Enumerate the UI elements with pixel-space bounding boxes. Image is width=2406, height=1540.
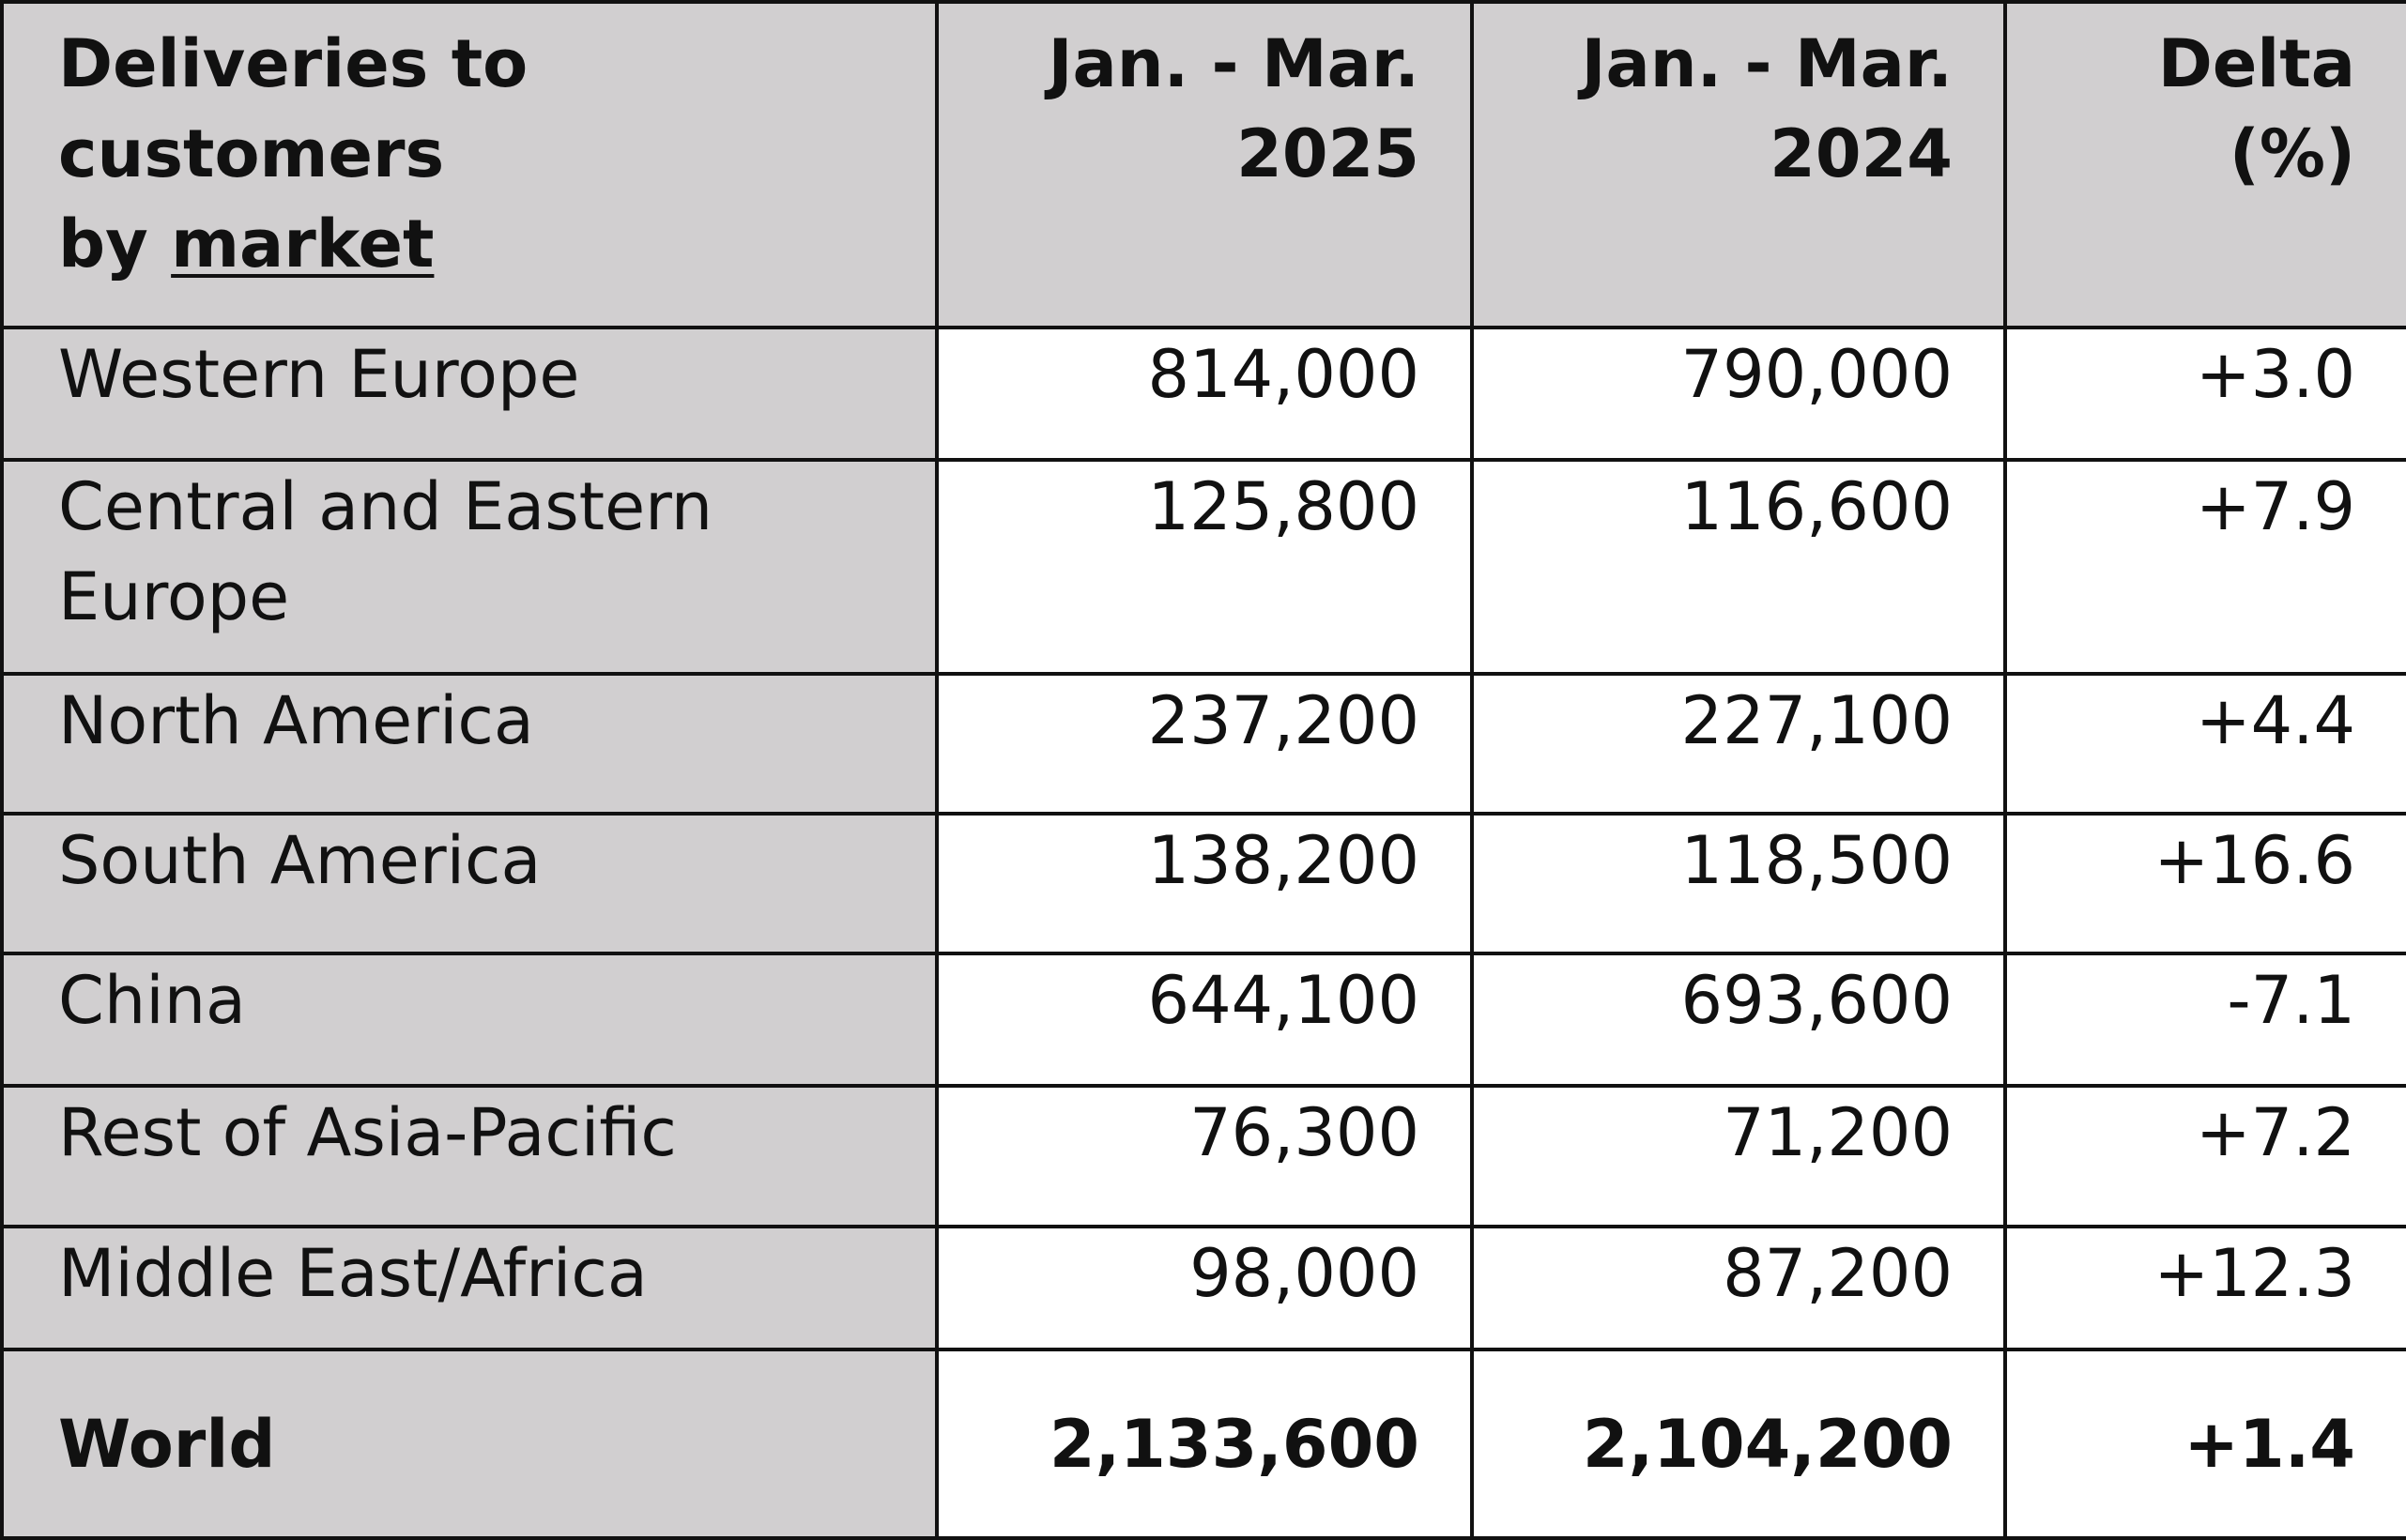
value-2024: 116,600	[1470, 458, 2007, 676]
table-row: Rest of Asia-Pacific 76,300 71,200 +7.2	[0, 1084, 2406, 1228]
header-market-prefix: by	[58, 206, 172, 282]
header-2024: Jan. - Mar. 2024	[1470, 0, 2007, 329]
market-cell: North America	[0, 672, 939, 816]
value-2024: 118,500	[1470, 812, 2007, 955]
market-label: China	[58, 962, 246, 1039]
total-delta: +1.4	[2003, 1348, 2406, 1540]
table-row: Central and Eastern Europe 125,800 116,60…	[0, 458, 2406, 676]
market-label: Middle East/Africa	[58, 1235, 648, 1312]
value-2025: 237,200	[935, 672, 1474, 816]
header-market-line1: Deliveries to customers	[58, 25, 529, 192]
value-delta: +12.3	[2003, 1225, 2406, 1351]
header-delta: Delta (%)	[2003, 0, 2406, 329]
market-cell: Western Europe	[0, 326, 939, 462]
market-cell: Central and Eastern Europe	[0, 458, 939, 676]
value-2025: 125,800	[935, 458, 1474, 676]
value-2025: 644,100	[935, 952, 1474, 1088]
total-label: World	[0, 1348, 939, 1540]
value-delta: +7.9	[2003, 458, 2406, 676]
value-delta: +16.6	[2003, 812, 2406, 955]
market-cell: China	[0, 952, 939, 1088]
value-2024: 790,000	[1470, 326, 2007, 462]
table-row: Middle East/Africa 98,000 87,200 +12.3	[0, 1225, 2406, 1351]
value-2025: 814,000	[935, 326, 1474, 462]
value-2024: 87,200	[1470, 1225, 2007, 1351]
total-2024: 2,104,200	[1470, 1348, 2007, 1540]
value-delta: +7.2	[2003, 1084, 2406, 1228]
value-2025: 76,300	[935, 1084, 1474, 1228]
table-row: Western Europe 814,000 790,000 +3.0	[0, 326, 2406, 462]
market-label: Rest of Asia-Pacific	[58, 1094, 677, 1171]
value-2025: 98,000	[935, 1225, 1474, 1351]
header-2025: Jan. - Mar. 2025	[935, 0, 1474, 329]
value-delta: +4.4	[2003, 672, 2406, 816]
market-label: South America	[58, 822, 542, 899]
header-2025-line2: 2025	[1236, 115, 1419, 192]
table-header-row: Deliveries to customers by market Jan. -…	[0, 0, 2406, 329]
header-2024-line1: Jan. - Mar.	[1581, 25, 1953, 102]
market-label: Western Europe	[58, 336, 580, 413]
header-market-link[interactable]: market	[171, 206, 435, 282]
header-delta-line1: Delta	[2157, 25, 2355, 102]
header-market: Deliveries to customers by market	[0, 0, 939, 329]
table-row: South America 138,200 118,500 +16.6	[0, 812, 2406, 955]
header-delta-line2: (%)	[2229, 115, 2355, 192]
value-2024: 71,200	[1470, 1084, 2007, 1228]
header-2024-line2: 2024	[1770, 115, 1953, 192]
market-cell: Rest of Asia-Pacific	[0, 1084, 939, 1228]
value-2025: 138,200	[935, 812, 1474, 955]
total-row: World 2,133,600 2,104,200 +1.4	[0, 1348, 2406, 1540]
table-row: China 644,100 693,600 -7.1	[0, 952, 2406, 1088]
table-row: North America 237,200 227,100 +4.4	[0, 672, 2406, 816]
header-2025-line1: Jan. - Mar.	[1048, 25, 1419, 102]
value-delta: +3.0	[2003, 326, 2406, 462]
market-cell: South America	[0, 812, 939, 955]
value-2024: 227,100	[1470, 672, 2007, 816]
value-2024: 693,600	[1470, 952, 2007, 1088]
market-label: Central and Eastern	[58, 468, 713, 545]
market-label: North America	[58, 682, 534, 759]
total-2025: 2,133,600	[935, 1348, 1474, 1540]
market-cell: Middle East/Africa	[0, 1225, 939, 1351]
value-delta: -7.1	[2003, 952, 2406, 1088]
market-label-line2: Europe	[58, 558, 290, 635]
